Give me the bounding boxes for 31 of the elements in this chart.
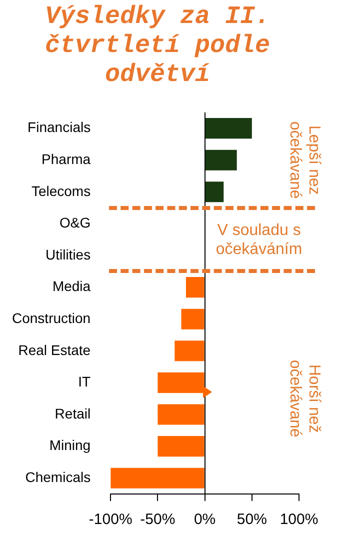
annotation: Lepší nez očekávané <box>286 121 323 199</box>
y-tick-label: Pharma <box>42 150 91 167</box>
bar <box>181 308 204 330</box>
x-tick-label: 100% <box>280 511 318 528</box>
y-tick-label: IT <box>78 374 92 390</box>
y-tick-label: O&G <box>59 214 91 231</box>
y-tick-label: Financials <box>28 119 91 136</box>
bar <box>205 182 224 202</box>
bar <box>205 150 237 170</box>
bar <box>158 404 204 425</box>
bar <box>174 340 204 362</box>
y-tick-label: Chemicals <box>25 468 91 485</box>
x-tick-label: -50% <box>140 511 176 528</box>
y-tick-label: Mining <box>49 437 91 454</box>
bar <box>205 118 252 139</box>
x-tick-label: -100% <box>88 511 132 528</box>
x-tick-label: 0% <box>194 511 216 528</box>
y-tick-label: Utilities <box>45 246 91 262</box>
annotation: V souladu s očekáváním <box>216 222 302 258</box>
bar <box>186 277 204 298</box>
x-tick-label: 50% <box>236 511 267 528</box>
chart-title: Výsledky za II. čtvrtletí podle odvětví <box>44 2 272 89</box>
bar <box>158 372 204 393</box>
y-tick-label: Media <box>52 278 91 294</box>
y-tick-label: Real Estate <box>18 342 91 358</box>
bar <box>158 436 204 457</box>
bar <box>110 468 204 488</box>
annotation: Horší než očekávané <box>286 360 323 438</box>
y-tick-label: Retail <box>54 405 91 422</box>
y-tick-label: Construction <box>12 310 91 326</box>
y-tick-label: Telecoms <box>31 182 91 199</box>
